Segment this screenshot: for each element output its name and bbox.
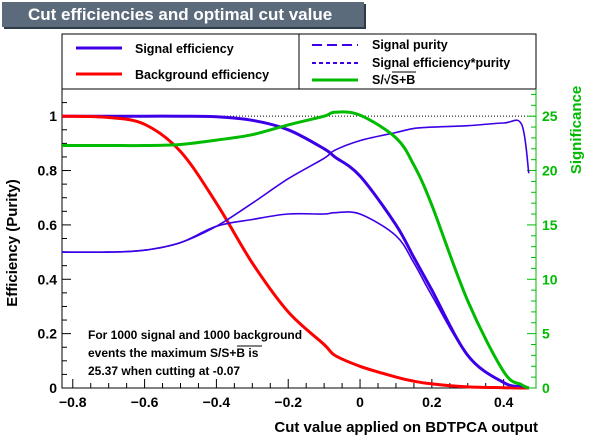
y2-tick-label: 10	[542, 271, 558, 287]
chart-title: Cut efficiencies and optimal cut value	[2, 2, 364, 27]
background-efficiency-curve	[61, 114, 529, 390]
signal-purity-curve	[61, 119, 530, 254]
y-tick-label: 0.8	[38, 163, 58, 179]
x-axis-label: Cut value applied on BDTPCA output	[274, 419, 538, 436]
y2-tick-label: 15	[542, 217, 558, 233]
legend-label-signal-purity: Signal purity	[372, 38, 448, 52]
x-tick-label: 0.2	[422, 394, 442, 410]
x-tick-label: 0.4	[494, 394, 514, 410]
annotation-line-2-prefix: events the maximum S/	[88, 346, 222, 360]
x-tick-label: −0.2	[274, 394, 302, 410]
legend-label-signal-eff-purity: Signal efficiency*purity	[372, 56, 510, 70]
legend-label-significance: S/√S+B	[372, 73, 415, 87]
x-tick-label: −0.8	[59, 394, 87, 410]
legend-label-signal-efficiency: Signal efficiency	[135, 42, 234, 56]
y-tick-label: 0.6	[38, 217, 58, 233]
annotation-line-2-suffix: is	[245, 346, 259, 360]
y-tick-label: 1	[49, 108, 57, 124]
annotation-line-2: events the maximum S/S+B is	[88, 346, 259, 360]
x-tick-label: 0	[356, 394, 364, 410]
y2-axis-label: Significance	[568, 86, 585, 174]
y-tick-label: 0.4	[38, 271, 58, 287]
axes: −0.8 −0.6 −0.4 −0.2 0 0.2 0.400.20.40.60.81051…	[38, 88, 558, 410]
x-tick-label: −0.4	[203, 394, 231, 410]
x-tick-label: −0.6	[131, 394, 159, 410]
y2-tick-label: 20	[542, 163, 558, 179]
curves	[61, 110, 530, 390]
annotation-line-1: For 1000 signal and 1000 background	[88, 328, 302, 342]
y-axis-label: Efficiency (Purity)	[4, 179, 21, 307]
annotation-line-2-sqrt: S+B	[221, 346, 245, 360]
legend-label-background-efficiency: Background efficiency	[135, 68, 269, 82]
signal-eff-purity-curve	[61, 211, 529, 389]
annotation-line-3: 25.37 when cutting at -0.07	[88, 364, 240, 378]
y2-tick-label: 0	[542, 380, 550, 396]
y2-tick-label: 25	[542, 108, 558, 124]
y2-tick-label: 5	[542, 326, 550, 342]
y-tick-label: 0.2	[38, 326, 58, 342]
significance-curve	[61, 110, 530, 390]
y-tick-label: 0	[49, 380, 57, 396]
